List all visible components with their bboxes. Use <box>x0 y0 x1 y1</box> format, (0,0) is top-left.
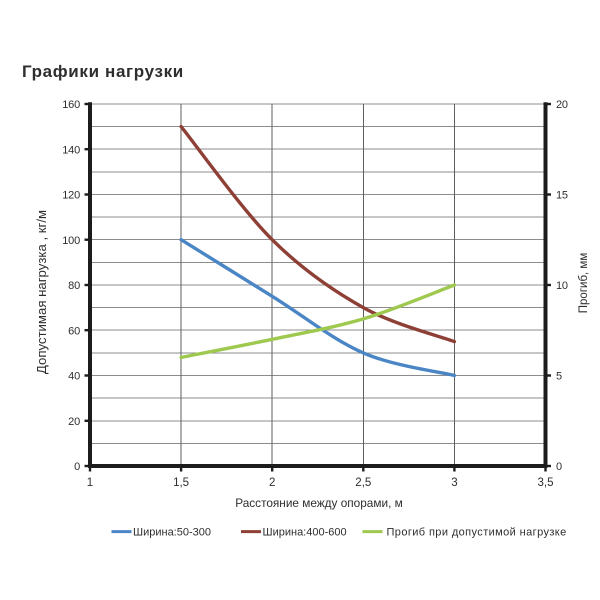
svg-text:Ширина:400-600: Ширина:400-600 <box>263 527 347 539</box>
svg-text:Графики нагрузки: Графики нагрузки <box>22 62 184 81</box>
svg-text:1: 1 <box>87 477 93 489</box>
svg-text:100: 100 <box>62 235 80 247</box>
svg-text:10: 10 <box>556 280 568 292</box>
svg-text:1,5: 1,5 <box>173 477 189 489</box>
svg-text:0: 0 <box>74 461 80 473</box>
svg-text:40: 40 <box>68 371 80 383</box>
svg-text:2: 2 <box>269 477 275 489</box>
svg-text:140: 140 <box>62 144 80 156</box>
svg-text:Прогиб, мм: Прогиб, мм <box>578 253 590 314</box>
svg-text:Прогиб при допустимой нагрузке: Прогиб при допустимой нагрузке <box>387 527 567 539</box>
svg-text:120: 120 <box>62 190 80 202</box>
svg-text:3: 3 <box>451 477 457 489</box>
svg-text:160: 160 <box>62 99 80 111</box>
svg-text:80: 80 <box>68 280 80 292</box>
svg-text:60: 60 <box>68 325 80 337</box>
svg-text:Расстояние между опорами, м: Расстояние между опорами, м <box>235 496 402 510</box>
svg-text:20: 20 <box>68 416 80 428</box>
svg-text:3,5: 3,5 <box>538 477 554 489</box>
svg-text:0: 0 <box>556 461 562 473</box>
svg-text:20: 20 <box>556 99 568 111</box>
svg-text:15: 15 <box>556 190 568 202</box>
svg-text:Допустимая нагрузка , кг/м: Допустимая нагрузка , кг/м <box>34 210 49 374</box>
svg-text:2,5: 2,5 <box>355 477 371 489</box>
svg-text:Ширина:50-300: Ширина:50-300 <box>133 527 211 539</box>
svg-text:5: 5 <box>556 371 562 383</box>
